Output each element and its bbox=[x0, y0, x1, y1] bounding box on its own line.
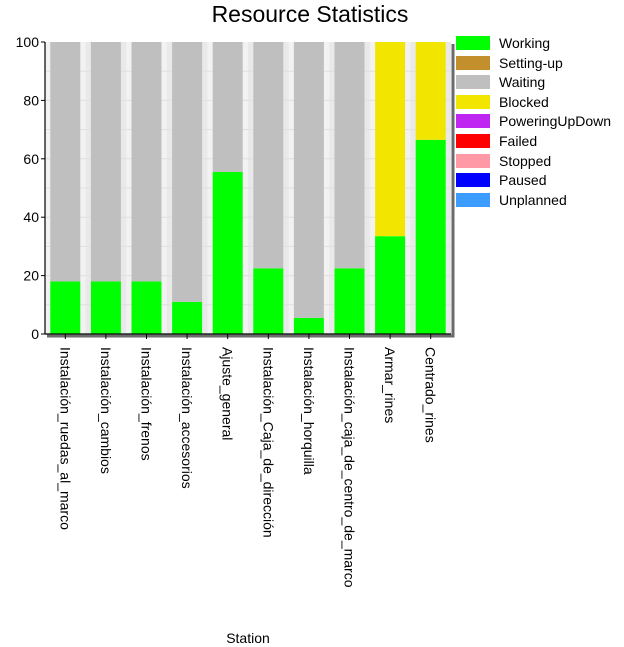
y-tick-label: 80 bbox=[23, 92, 39, 108]
bar-segment-blocked bbox=[375, 42, 406, 237]
bar-segment-working bbox=[375, 236, 406, 334]
bar-segment-waiting bbox=[90, 42, 121, 282]
x-tick-label: Armar_rines bbox=[382, 347, 398, 423]
bar-layer bbox=[50, 42, 446, 334]
legend-label: Blocked bbox=[499, 93, 549, 110]
bar-segment-waiting bbox=[253, 42, 284, 269]
bar-segment-working bbox=[415, 139, 446, 334]
legend-label: Stopped bbox=[499, 152, 552, 169]
bar-segment-working bbox=[334, 268, 365, 334]
bar-segment-waiting bbox=[131, 42, 162, 282]
bar-segment-working bbox=[131, 281, 162, 334]
legend-item: PoweringUpDown bbox=[454, 112, 620, 132]
legend-item: Blocked bbox=[454, 93, 620, 113]
legend-label: Waiting bbox=[499, 74, 546, 91]
bar-segment-waiting bbox=[212, 42, 243, 172]
legend-item: Paused bbox=[454, 171, 620, 191]
y-tick-label: 20 bbox=[23, 268, 39, 284]
legend-swatch bbox=[456, 55, 490, 70]
bar-segment-working bbox=[90, 281, 121, 334]
legend-swatch bbox=[456, 36, 490, 50]
x-tick-label: Ajuste_general bbox=[220, 347, 236, 440]
x-tick-label: Instalación_cambios bbox=[98, 347, 114, 474]
legend-item: Setting-up bbox=[454, 54, 620, 74]
legend-swatch bbox=[456, 153, 490, 168]
legend-swatch bbox=[456, 192, 490, 207]
bar-segment-waiting bbox=[50, 42, 81, 282]
bar-segment-waiting bbox=[334, 42, 365, 269]
x-tick-label: Instalación_Caja_de_dirección bbox=[260, 347, 276, 538]
x-tick-label: Instalación_ruedas_al_marco bbox=[57, 347, 73, 530]
legend-label: Working bbox=[499, 35, 551, 51]
bar-segment-working bbox=[293, 317, 324, 334]
legend-label: Failed bbox=[499, 132, 538, 149]
x-tick-label: Instalación_accesorios bbox=[179, 347, 195, 489]
bar-segment-working bbox=[253, 268, 284, 334]
legend-label: PoweringUpDown bbox=[499, 113, 612, 130]
bar-segment-working bbox=[212, 171, 243, 334]
legend: Working Setting-up Waiting Blocked PoweringU… bbox=[454, 34, 620, 210]
y-tick-label: 60 bbox=[23, 151, 39, 167]
legend-swatch bbox=[456, 173, 490, 188]
x-axis-label: Station bbox=[226, 630, 270, 646]
bar-segment-waiting bbox=[172, 42, 203, 302]
y-tick-label: 40 bbox=[23, 209, 39, 225]
x-tick-label: Centrado_rines bbox=[423, 347, 439, 443]
legend-item: Unplanned bbox=[454, 191, 620, 211]
legend-item: Waiting bbox=[454, 73, 620, 93]
x-tick-label: Instalación_caja_de_centro_de_marco bbox=[342, 347, 358, 588]
legend-item: Failed bbox=[454, 132, 620, 152]
legend-item: Working bbox=[454, 34, 620, 54]
y-tick-label: 0 bbox=[31, 326, 39, 342]
legend-item: Stopped bbox=[454, 152, 620, 172]
bar-segment-working bbox=[172, 301, 203, 334]
legend-label: Paused bbox=[499, 172, 547, 189]
legend-swatch bbox=[456, 94, 490, 109]
legend-swatch bbox=[456, 133, 490, 148]
chart-title: Resource Statistics bbox=[212, 1, 409, 27]
legend-swatch bbox=[456, 75, 490, 90]
bar-segment-blocked bbox=[415, 42, 446, 140]
axis-layer: 0 20 40 60 80 100 Instalación_ruedas_al_marco I… bbox=[16, 34, 455, 588]
legend-swatch bbox=[456, 114, 490, 129]
bar-segment-working bbox=[50, 281, 81, 334]
x-tick-label: Instalación_horquilla bbox=[301, 347, 317, 475]
x-tick-label: Instalación_frenos bbox=[139, 347, 155, 461]
legend-label: Setting-up bbox=[499, 54, 563, 71]
legend-label: Unplanned bbox=[499, 191, 567, 208]
bar-segment-waiting bbox=[293, 42, 324, 318]
y-tick-label: 100 bbox=[16, 34, 40, 50]
